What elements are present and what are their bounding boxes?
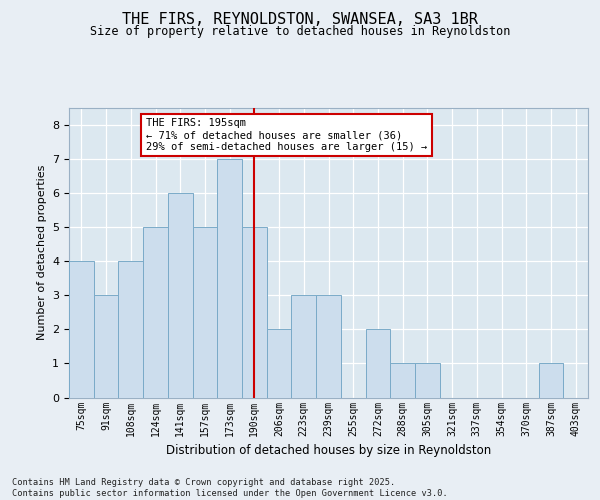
Bar — [242, 227, 267, 398]
Bar — [292, 295, 316, 398]
Bar — [316, 295, 341, 398]
Y-axis label: Number of detached properties: Number of detached properties — [37, 165, 47, 340]
Bar — [143, 227, 168, 398]
Bar — [415, 364, 440, 398]
Bar — [118, 261, 143, 398]
Text: Contains HM Land Registry data © Crown copyright and database right 2025.
Contai: Contains HM Land Registry data © Crown c… — [12, 478, 448, 498]
Bar — [267, 330, 292, 398]
Text: Size of property relative to detached houses in Reynoldston: Size of property relative to detached ho… — [90, 25, 510, 38]
Bar — [365, 330, 390, 398]
Bar — [539, 364, 563, 398]
Bar — [217, 158, 242, 398]
Bar — [168, 193, 193, 398]
Bar — [69, 261, 94, 398]
X-axis label: Distribution of detached houses by size in Reynoldston: Distribution of detached houses by size … — [166, 444, 491, 457]
Text: THE FIRS: 195sqm
← 71% of detached houses are smaller (36)
29% of semi-detached : THE FIRS: 195sqm ← 71% of detached house… — [146, 118, 427, 152]
Bar — [193, 227, 217, 398]
Bar — [94, 295, 118, 398]
Text: THE FIRS, REYNOLDSTON, SWANSEA, SA3 1BR: THE FIRS, REYNOLDSTON, SWANSEA, SA3 1BR — [122, 12, 478, 28]
Bar — [390, 364, 415, 398]
